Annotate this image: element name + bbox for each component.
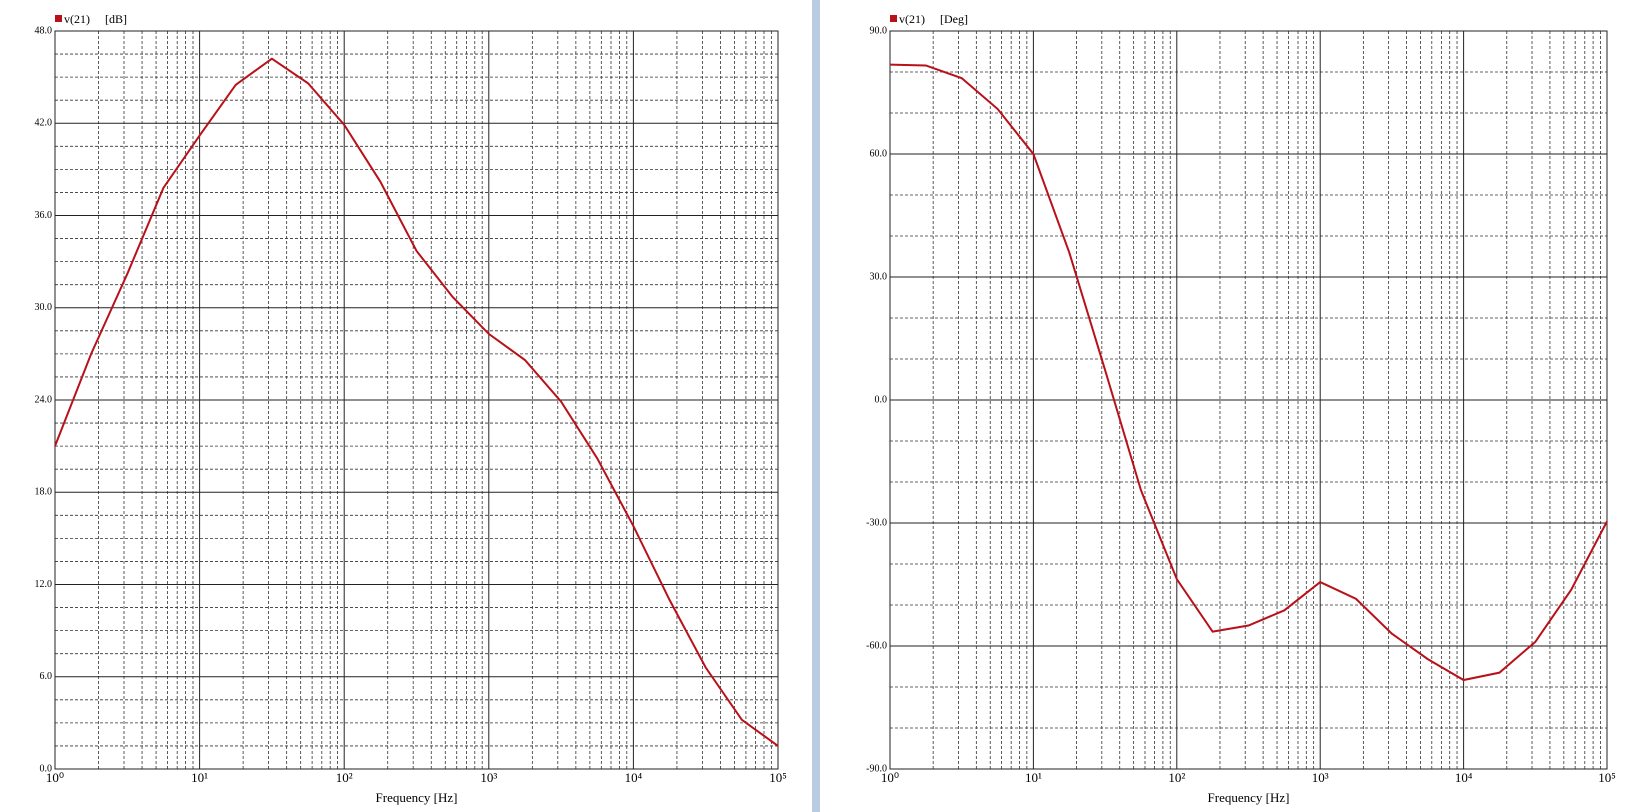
y-tick-label: 24.0 <box>35 394 53 405</box>
data-line <box>54 57 779 747</box>
legend-label: v(21) <box>64 12 90 26</box>
x-tick-label: 10¹ <box>1025 770 1042 785</box>
legend-swatch <box>890 15 897 22</box>
legend-label: v(21) <box>899 12 925 26</box>
y-tick-label: 42.0 <box>35 118 53 129</box>
x-tick-label: 10² <box>1168 770 1185 785</box>
y-tick-label: 60.0 <box>870 148 888 159</box>
y-tick-label: 6.0 <box>40 671 53 682</box>
y-tick-label: 0.0 <box>875 394 888 405</box>
x-tick-label: 10⁵ <box>1598 770 1616 785</box>
legend-swatch <box>55 15 62 22</box>
y-tick-label: 30.0 <box>870 271 888 282</box>
y-tick-label: 36.0 <box>35 210 53 221</box>
x-tick-label: 10³ <box>480 770 497 785</box>
y-axis-label: [dB] <box>105 12 127 26</box>
divider <box>812 0 820 812</box>
y-tick-label: 12.0 <box>35 579 53 590</box>
x-tick-label: 10² <box>336 770 353 785</box>
x-tick-label: 10⁴ <box>1455 770 1473 785</box>
x-tick-label: 10⁵ <box>769 770 787 785</box>
y-tick-label: 48.0 <box>35 25 53 36</box>
x-tick-label: 10¹ <box>191 770 208 785</box>
plot-frame <box>889 30 1608 770</box>
x-tick-label: 10³ <box>1312 770 1329 785</box>
y-tick-label: 90.0 <box>870 25 888 36</box>
y-tick-label: -60.0 <box>866 640 887 651</box>
y-tick-label: 30.0 <box>35 302 53 313</box>
y-tick-label: 0.0 <box>40 763 53 774</box>
x-tick-label: 10⁰ <box>881 770 899 785</box>
y-tick-label: -30.0 <box>866 517 887 528</box>
data-line <box>889 63 1608 682</box>
y-tick-label: 18.0 <box>35 487 53 498</box>
x-axis-label: Frequency [Hz] <box>1208 790 1290 805</box>
plot-frame <box>54 30 779 770</box>
y-tick-label: -90.0 <box>866 763 887 774</box>
x-tick-label: 10⁰ <box>46 770 64 785</box>
x-tick-label: 10⁴ <box>625 770 643 785</box>
y-axis-label: [Deg] <box>940 12 968 26</box>
x-axis-label: Frequency [Hz] <box>376 790 458 805</box>
